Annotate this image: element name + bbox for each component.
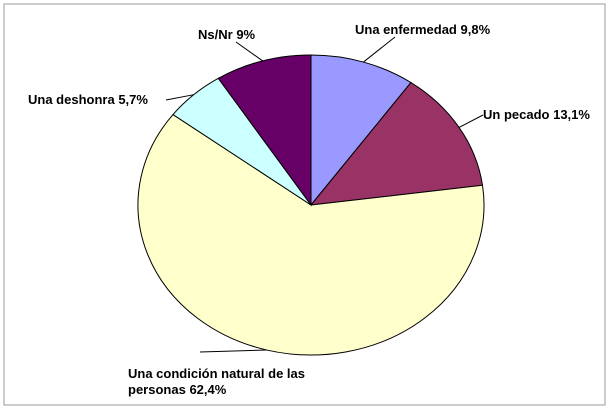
chart-frame bbox=[3, 3, 606, 406]
slice-label: Una condición natural de las personas 62… bbox=[128, 366, 318, 398]
leader-line bbox=[363, 36, 396, 63]
leader-line bbox=[235, 41, 264, 62]
leader-line bbox=[165, 94, 194, 101]
value-label: 9,8% bbox=[460, 22, 491, 37]
slice-label: Ns/Nr 9% bbox=[198, 27, 278, 43]
category-label: Una condición natural de las personas bbox=[128, 366, 305, 397]
pie-slice bbox=[309, 81, 484, 206]
pie-slice bbox=[217, 54, 312, 207]
category-label: Una enfermedad bbox=[355, 22, 457, 37]
category-label: Ns/Nr bbox=[198, 27, 233, 42]
value-label: 5,7% bbox=[118, 92, 148, 107]
slice-label: Una enfermedad 9,8% bbox=[355, 22, 525, 38]
value-label: 62,4% bbox=[189, 382, 227, 397]
value-label: 13,1% bbox=[553, 107, 590, 122]
slice-label: Un pecado 13,1% bbox=[483, 107, 608, 123]
leader-line bbox=[199, 349, 267, 353]
category-label: Un pecado bbox=[483, 107, 550, 122]
value-label: 9% bbox=[236, 27, 256, 42]
slice-label: Una deshonra 5,7% bbox=[28, 92, 173, 108]
pie-slice bbox=[137, 113, 485, 356]
category-label: Una deshonra bbox=[28, 92, 115, 107]
pie-slice bbox=[310, 54, 412, 207]
leader-line bbox=[458, 114, 484, 128]
